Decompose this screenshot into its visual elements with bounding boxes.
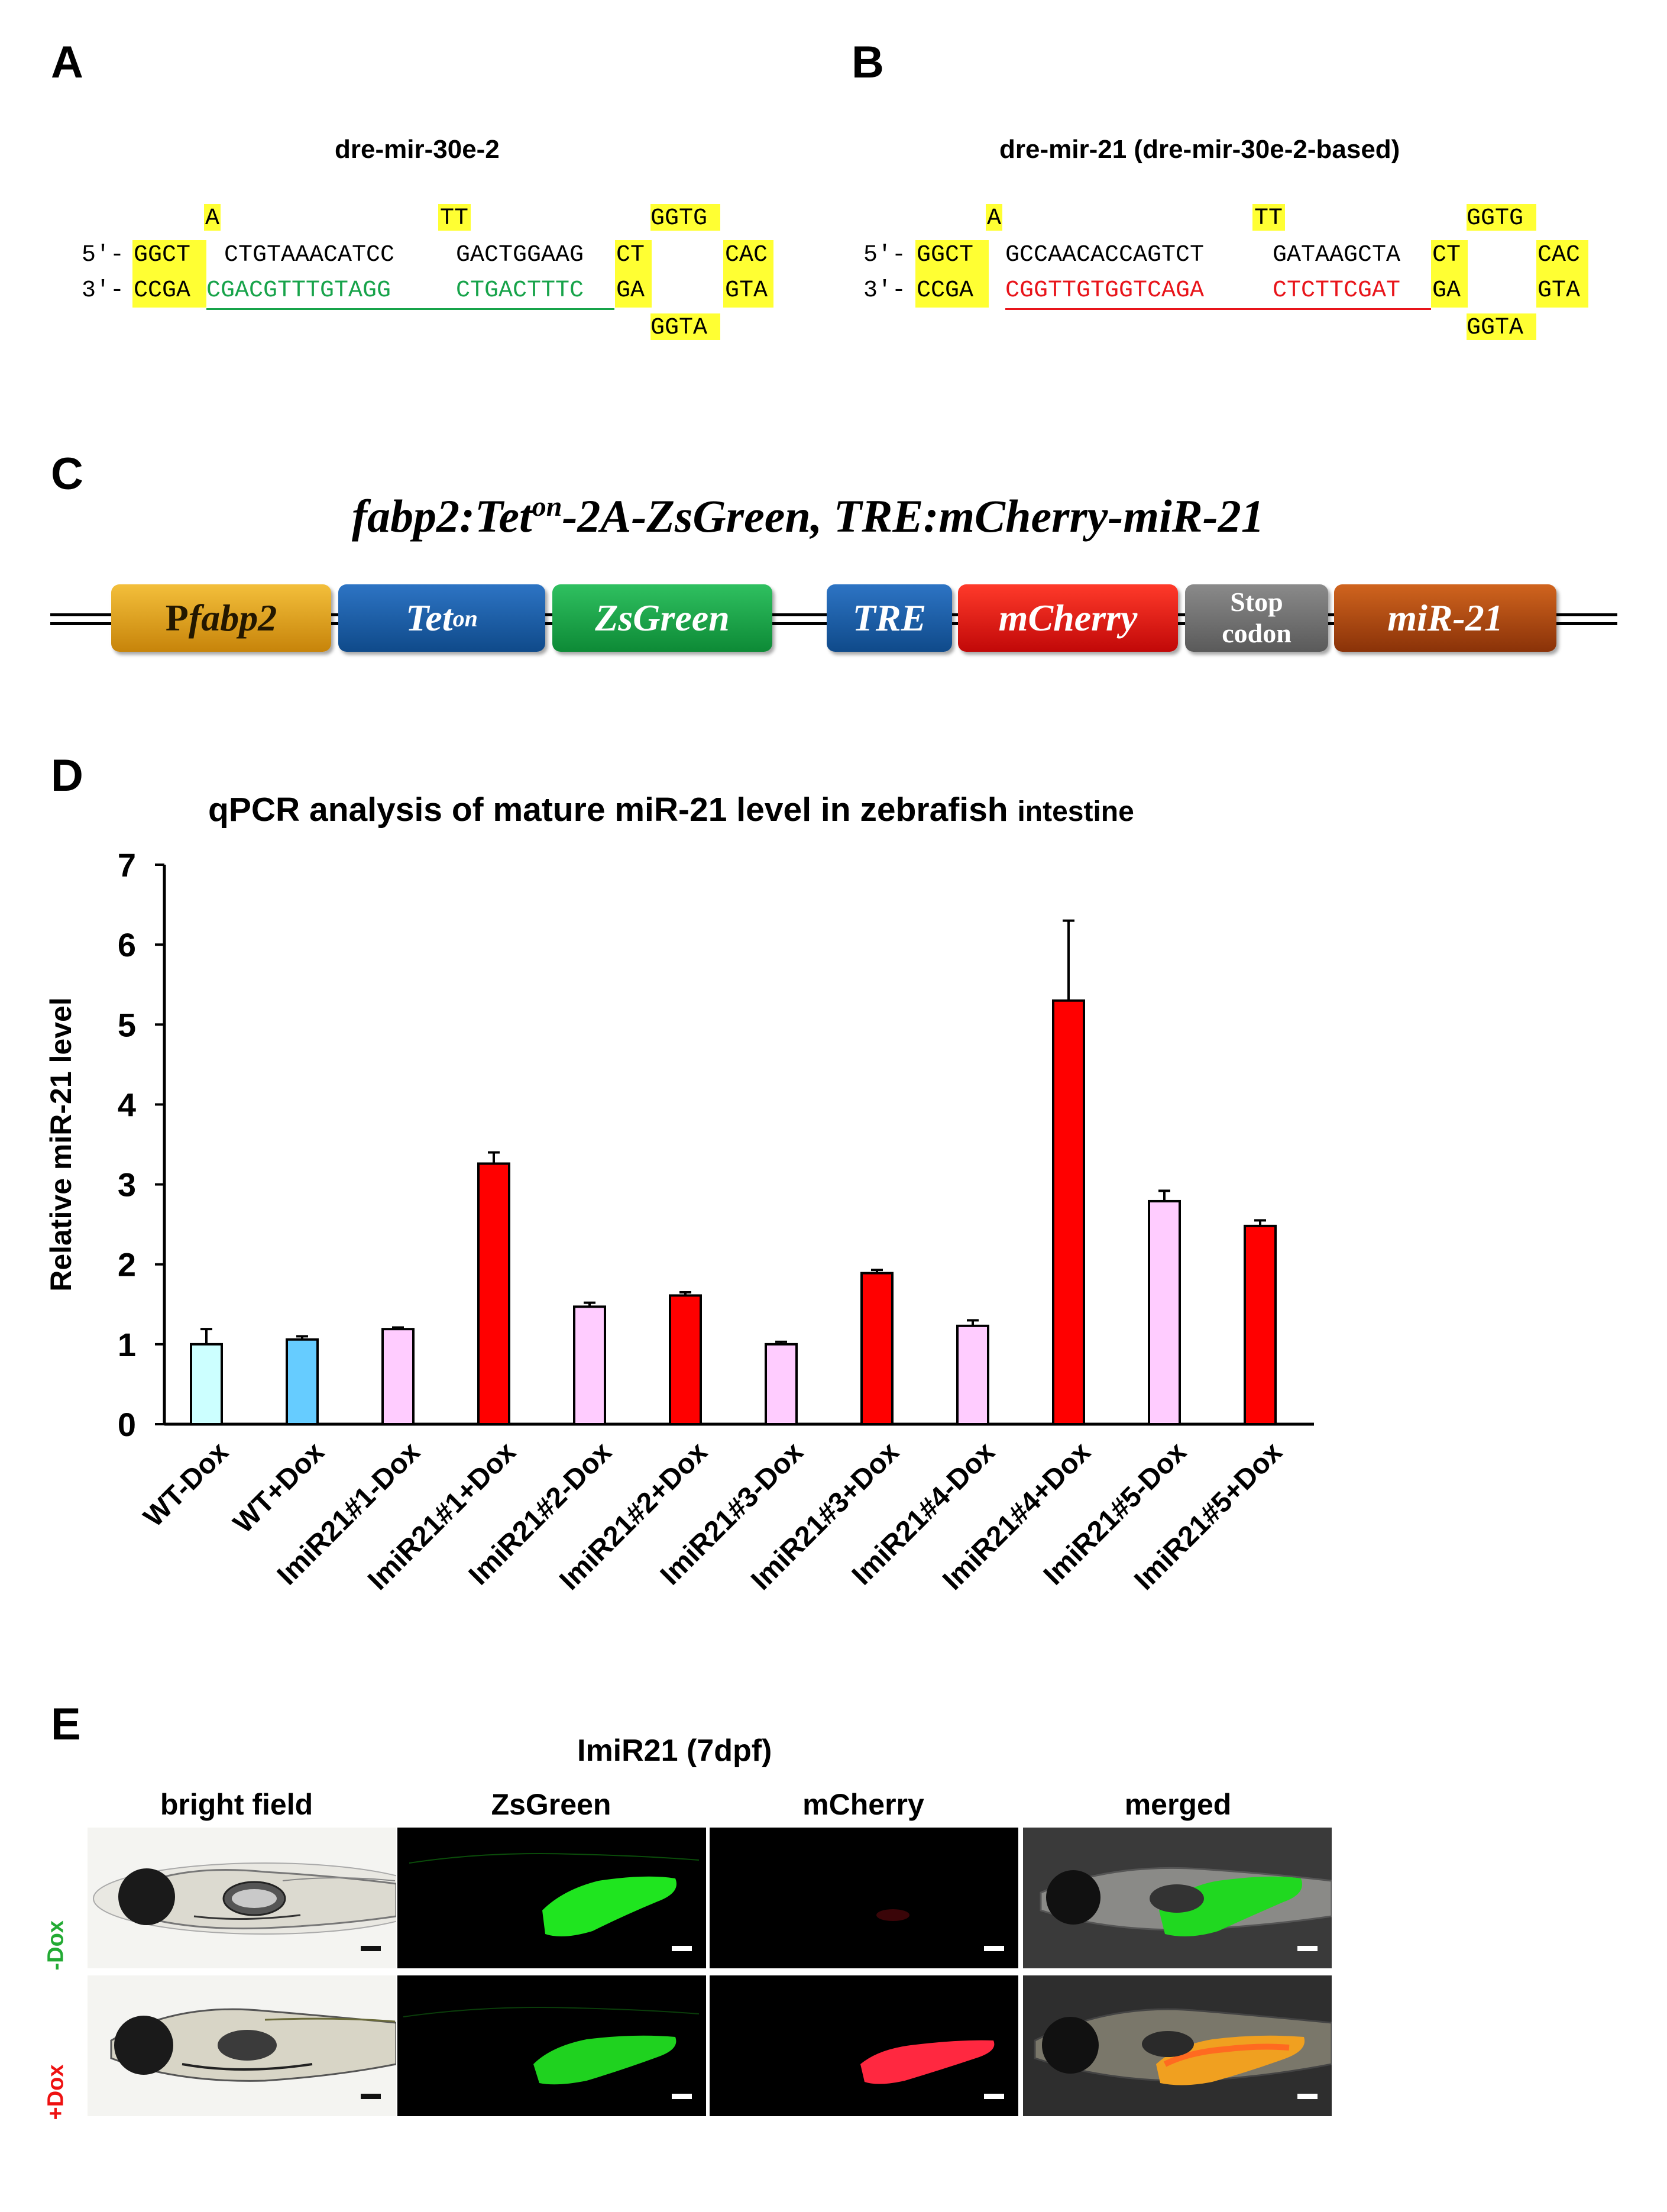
panel-label-e: E — [51, 1699, 81, 1749]
y-axis-label: Relative miR-21 level — [44, 997, 77, 1292]
construct-title: fabp2:Teton-2A-ZsGreen, TRE:mCherry-miR-… — [352, 490, 1264, 542]
image-merged-plus-dox — [1023, 1975, 1332, 2116]
bar — [1148, 1199, 1181, 1425]
y-tick-label: 4 — [118, 1086, 136, 1123]
mature-underline-a — [206, 308, 614, 310]
bar — [477, 1162, 510, 1425]
element-zsgreen: ZsGreen — [552, 584, 772, 652]
bar — [860, 1272, 894, 1426]
strand-5-seq1-a: CTGTAAACATCC — [224, 242, 395, 269]
strand-3-prefix-b: 3′- — [863, 277, 907, 304]
row-head-plus-dox: +Dox — [43, 2064, 69, 2120]
loop-top-b: GGTG — [1467, 205, 1524, 232]
bar — [573, 1305, 606, 1426]
strand-5-loop-b: CAC — [1537, 242, 1581, 269]
strand-5-ct-b: CT — [1432, 242, 1461, 269]
bar — [381, 1328, 415, 1425]
row-head-minus-dox: -Dox — [43, 1920, 69, 1971]
bulge-b-2: TT — [1254, 205, 1283, 232]
y-tick-label: 0 — [118, 1406, 136, 1443]
panel-label-a: A — [51, 37, 83, 88]
x-tick-label: WT-Dox — [138, 1436, 235, 1533]
col-head-bright-field: bright field — [160, 1788, 313, 1821]
element-stop-codon: Stop codon — [1185, 584, 1328, 652]
image-mcherry-plus-dox — [710, 1975, 1018, 2116]
strand-5-prefix-b: 5′- — [863, 242, 907, 269]
image-brightfield-minus-dox — [88, 1828, 396, 1968]
strand-5-seq1-b: GCCAACACCAGTCT — [1005, 242, 1205, 269]
col-head-mcherry: mCherry — [802, 1788, 924, 1821]
bar — [1244, 1224, 1277, 1425]
panel-a-title: dre-mir-30e-2 — [335, 135, 500, 164]
mature-underline-b — [1005, 308, 1431, 310]
element-mcherry: mCherry — [958, 584, 1178, 652]
strand-5-stem-b: GGCT — [917, 242, 974, 269]
bulge-a-2: TT — [440, 205, 469, 232]
loop-bottom-a: GGTA — [650, 315, 708, 341]
chart-title: qPCR analysis of mature miR-21 level in … — [208, 791, 1134, 829]
y-tick-label: 6 — [118, 926, 136, 963]
strand-5-ct-a: CT — [616, 242, 645, 269]
loop-top-a: GGTG — [650, 205, 708, 232]
element-mir21: miR-21 — [1334, 584, 1556, 652]
bulge-a-1: A — [205, 205, 220, 232]
strand-3-prefix-a: 3′- — [82, 277, 125, 304]
panel-label-d: D — [51, 751, 83, 801]
panel-e-title: ImiR21 (7dpf) — [577, 1734, 772, 1768]
strand-3-ga-b: GA — [1432, 277, 1461, 304]
col-head-merged: merged — [1124, 1788, 1232, 1821]
bar — [190, 1343, 223, 1425]
y-tick-label: 2 — [118, 1246, 136, 1283]
image-zsgreen-minus-dox — [397, 1828, 706, 1968]
strand-5-stem-a: GGCT — [134, 242, 191, 269]
element-teton: Tet on — [338, 584, 545, 652]
element-tre: TRE — [827, 584, 952, 652]
y-tick-label: 5 — [118, 1006, 136, 1043]
strand-5-loop-a: CAC — [725, 242, 768, 269]
strand-3-stem-a: CCGA — [134, 277, 191, 304]
col-head-zsgreen: ZsGreen — [491, 1788, 611, 1821]
strand-3-ga-a: GA — [616, 277, 645, 304]
strand-5-seq2-a: GACTGGAAG — [456, 242, 584, 269]
x-tick-label: WT+Dox — [228, 1436, 331, 1539]
strand-3-loop-b: GTA — [1537, 277, 1581, 304]
bulge-b-1: A — [987, 205, 1002, 232]
bar — [1052, 999, 1085, 1425]
y-tick-label: 1 — [118, 1326, 136, 1363]
bar — [765, 1343, 798, 1425]
strand-5-seq2-b: GATAAGCTA — [1273, 242, 1401, 269]
image-brightfield-plus-dox — [88, 1975, 396, 2116]
panel-label-c: C — [51, 449, 83, 499]
image-merged-minus-dox — [1023, 1828, 1332, 1968]
bar — [286, 1338, 319, 1426]
mature-seq2-b: CTCTTCGAT — [1273, 277, 1401, 304]
mature-seq1-a: CGACGTTTGTAGG — [206, 277, 391, 304]
y-tick-label: 3 — [118, 1166, 136, 1204]
loop-bottom-b: GGTA — [1467, 315, 1524, 341]
bar — [669, 1294, 702, 1425]
panel-label-b: B — [852, 37, 884, 88]
image-mcherry-minus-dox — [710, 1828, 1018, 1968]
strand-3-stem-b: CCGA — [917, 277, 974, 304]
image-zsgreen-plus-dox — [397, 1975, 706, 2116]
mature-seq2-a: CTGACTTTC — [456, 277, 584, 304]
bar — [956, 1324, 989, 1425]
panel-b-title: dre-mir-21 (dre-mir-30e-2-based) — [999, 135, 1400, 164]
mature-seq1-b: CGGTTGTGGTCAGA — [1005, 277, 1205, 304]
strand-5-prefix-a: 5′- — [82, 242, 125, 269]
strand-3-loop-a: GTA — [725, 277, 768, 304]
y-tick-label: 7 — [118, 846, 136, 884]
bar-chart: 0 1 2 3 4 5 6 7 Relative miR-21 level WT-DoxWT+Do… — [44, 846, 1314, 1596]
